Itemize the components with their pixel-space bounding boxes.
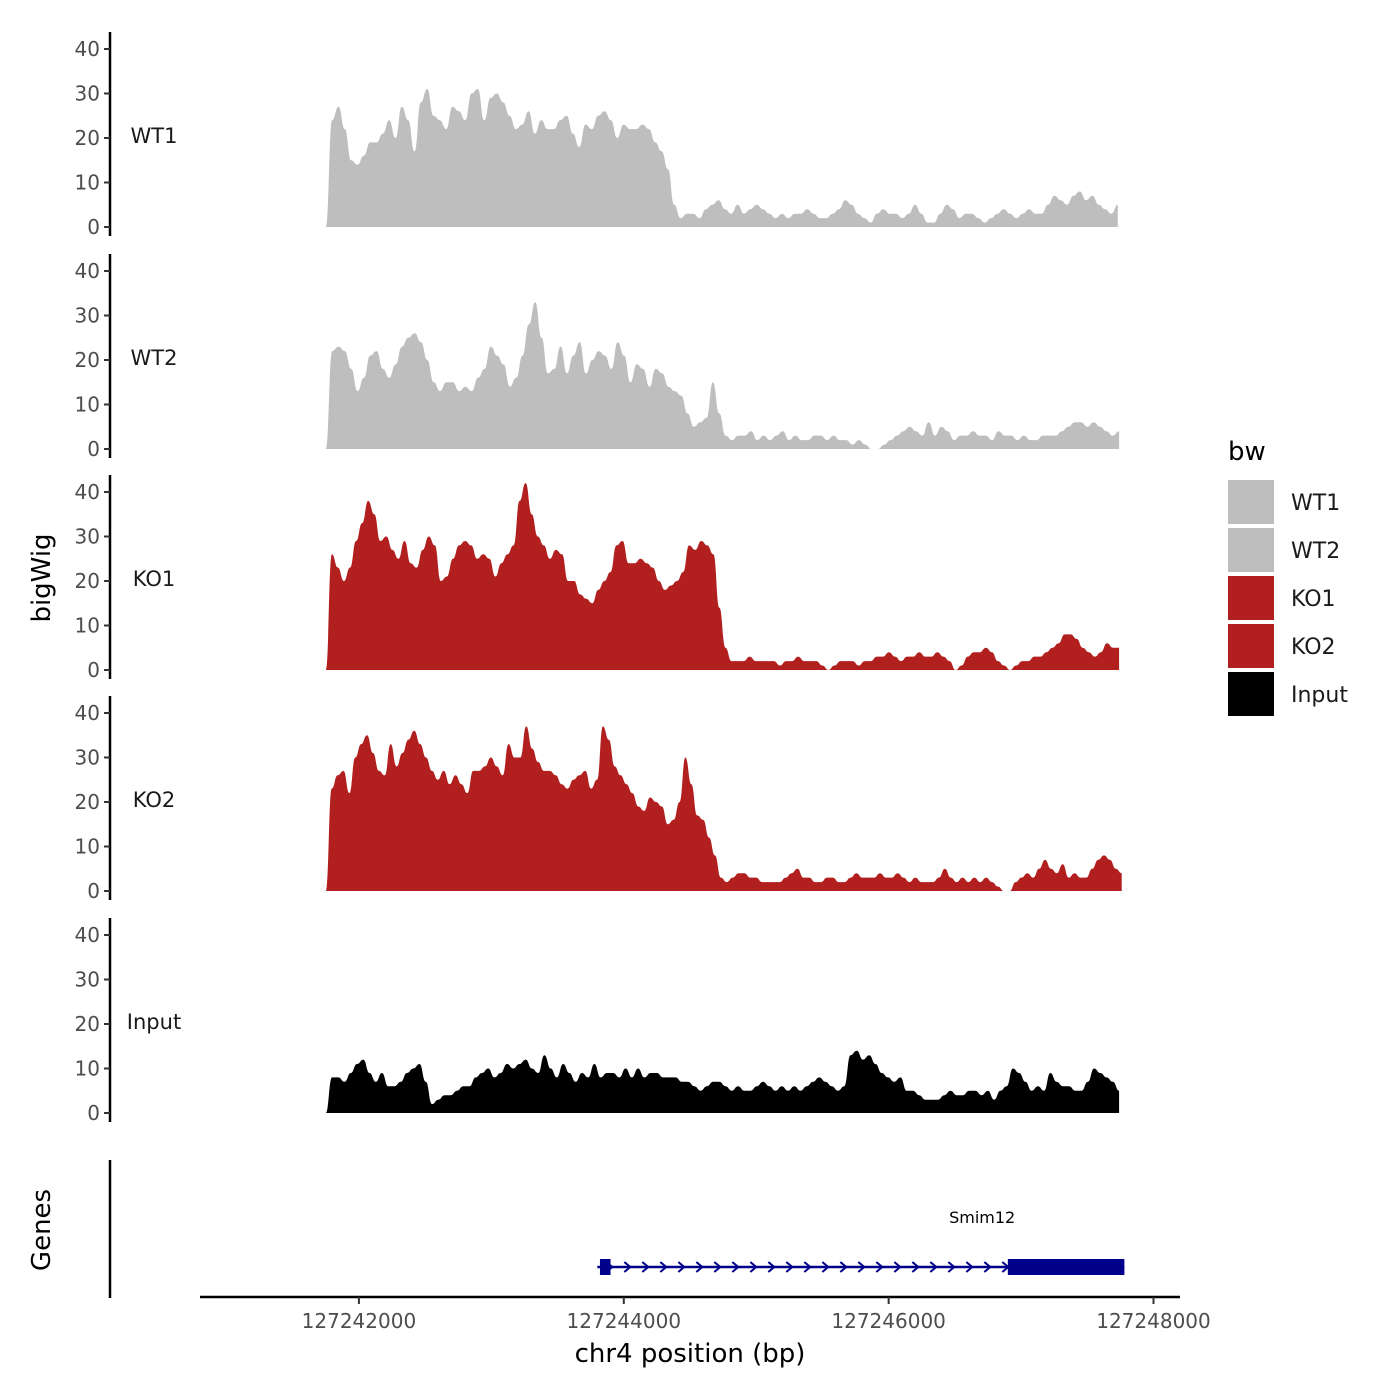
strand-arrow bbox=[803, 1261, 812, 1273]
coverage-area-ko2 bbox=[325, 726, 1122, 891]
gene-name-label: Smim12 bbox=[949, 1208, 1015, 1227]
y-tick-label: 20 bbox=[75, 126, 100, 150]
y-tick-label: 40 bbox=[75, 701, 100, 725]
y-axis-title: bigWig bbox=[27, 533, 57, 622]
genes-axis-title: Genes bbox=[27, 1189, 57, 1271]
track-label: Input bbox=[127, 1010, 181, 1034]
strand-arrow bbox=[839, 1261, 848, 1273]
x-tick-label: 127248000 bbox=[1096, 1309, 1211, 1333]
y-tick-label: 20 bbox=[75, 348, 100, 372]
strand-arrow bbox=[659, 1261, 668, 1273]
legend-swatch-wt2 bbox=[1228, 528, 1274, 572]
x-axis-title: chr4 position (bp) bbox=[575, 1339, 806, 1369]
coverage-area-input bbox=[325, 1050, 1120, 1113]
legend-label-ko1: KO1 bbox=[1291, 587, 1336, 612]
strand-arrow bbox=[623, 1261, 632, 1273]
strand-arrow bbox=[713, 1261, 722, 1273]
legend-swatch-ko2 bbox=[1228, 624, 1274, 668]
legend-label-input: Input bbox=[1291, 683, 1348, 708]
y-tick-label: 30 bbox=[75, 304, 100, 328]
legend-swatch-wt1 bbox=[1228, 480, 1274, 524]
track-ko2: 0 10 20 30 40 KO2 bbox=[75, 696, 1122, 903]
track-input: 0 10 20 30 40 Input bbox=[75, 918, 1120, 1125]
strand-arrow bbox=[893, 1261, 902, 1273]
strand-arrow bbox=[929, 1261, 938, 1273]
y-tick-label: 30 bbox=[75, 968, 100, 992]
track-ko1: 0 10 20 30 40 KO1 bbox=[75, 475, 1120, 682]
track-label: KO2 bbox=[133, 788, 176, 812]
y-tick-label: 20 bbox=[75, 569, 100, 593]
legend-label-wt1: WT1 bbox=[1291, 491, 1340, 516]
y-tick-label: 40 bbox=[75, 37, 100, 61]
strand-arrow bbox=[695, 1261, 704, 1273]
y-tick-label: 30 bbox=[75, 746, 100, 770]
y-tick-label: 20 bbox=[75, 1012, 100, 1036]
y-tick-label: 0 bbox=[87, 1101, 100, 1125]
y-tick-label: 0 bbox=[87, 437, 100, 461]
strand-arrow bbox=[911, 1261, 920, 1273]
y-tick-label: 10 bbox=[75, 835, 100, 859]
coverage-area-wt2 bbox=[325, 302, 1120, 449]
strand-arrow bbox=[983, 1261, 992, 1273]
strand-arrow bbox=[965, 1261, 974, 1273]
y-tick-label: 10 bbox=[75, 393, 100, 417]
strand-arrow bbox=[677, 1261, 686, 1273]
y-tick-label: 0 bbox=[87, 879, 100, 903]
strand-arrow bbox=[785, 1261, 794, 1273]
track-wt1: 0 10 20 30 40 WT1 bbox=[75, 32, 1118, 239]
y-tick-label: 40 bbox=[75, 259, 100, 283]
y-tick-label: 20 bbox=[75, 790, 100, 814]
strand-arrow bbox=[875, 1261, 884, 1273]
x-tick-label: 127242000 bbox=[302, 1309, 417, 1333]
y-tick-label: 0 bbox=[87, 658, 100, 682]
x-tick-label: 127244000 bbox=[567, 1309, 682, 1333]
y-tick-label: 40 bbox=[75, 480, 100, 504]
track-label: WT1 bbox=[131, 124, 178, 148]
y-tick-label: 10 bbox=[75, 171, 100, 195]
y-tick-label: 30 bbox=[75, 525, 100, 549]
gene-exon bbox=[599, 1259, 611, 1275]
legend: bw WT1 WT2 KO1 KO2 Input bbox=[1228, 437, 1348, 716]
legend-label-ko2: KO2 bbox=[1291, 635, 1336, 660]
strand-arrow bbox=[641, 1261, 650, 1273]
y-tick-label: 10 bbox=[75, 614, 100, 638]
legend-swatch-ko1 bbox=[1228, 576, 1274, 620]
strand-arrow bbox=[821, 1261, 830, 1273]
track-label: WT2 bbox=[131, 346, 178, 370]
legend-label-wt2: WT2 bbox=[1291, 539, 1340, 564]
coverage-tracks: 0 10 20 30 40 WT1 0 10 20 30 40 WT2 0 10 20 30 40 KO1 0 10 2… bbox=[75, 32, 1122, 1125]
legend-swatch-input bbox=[1228, 672, 1274, 716]
strand-arrow bbox=[767, 1261, 776, 1273]
strand-arrow bbox=[857, 1261, 866, 1273]
strand-arrow bbox=[749, 1261, 758, 1273]
x-tick-label: 127246000 bbox=[831, 1309, 946, 1333]
gene-smim12: Smim12 bbox=[597, 1208, 1125, 1275]
y-tick-label: 10 bbox=[75, 1057, 100, 1081]
y-tick-label: 30 bbox=[75, 82, 100, 106]
strand-arrow bbox=[731, 1261, 740, 1273]
coverage-area-ko1 bbox=[325, 483, 1120, 670]
y-tick-label: 40 bbox=[75, 923, 100, 947]
gene-exon bbox=[1007, 1259, 1125, 1275]
strand-arrow bbox=[947, 1261, 956, 1273]
y-tick-label: 0 bbox=[87, 215, 100, 239]
track-wt2: 0 10 20 30 40 WT2 bbox=[75, 254, 1120, 461]
coverage-area-wt1 bbox=[325, 89, 1118, 227]
x-axis: 127242000 127244000 127246000 127248000 bbox=[200, 1295, 1211, 1333]
gene-panel: Smim12 bbox=[108, 1160, 1125, 1298]
track-label: KO1 bbox=[133, 567, 176, 591]
legend-title: bw bbox=[1228, 437, 1266, 467]
